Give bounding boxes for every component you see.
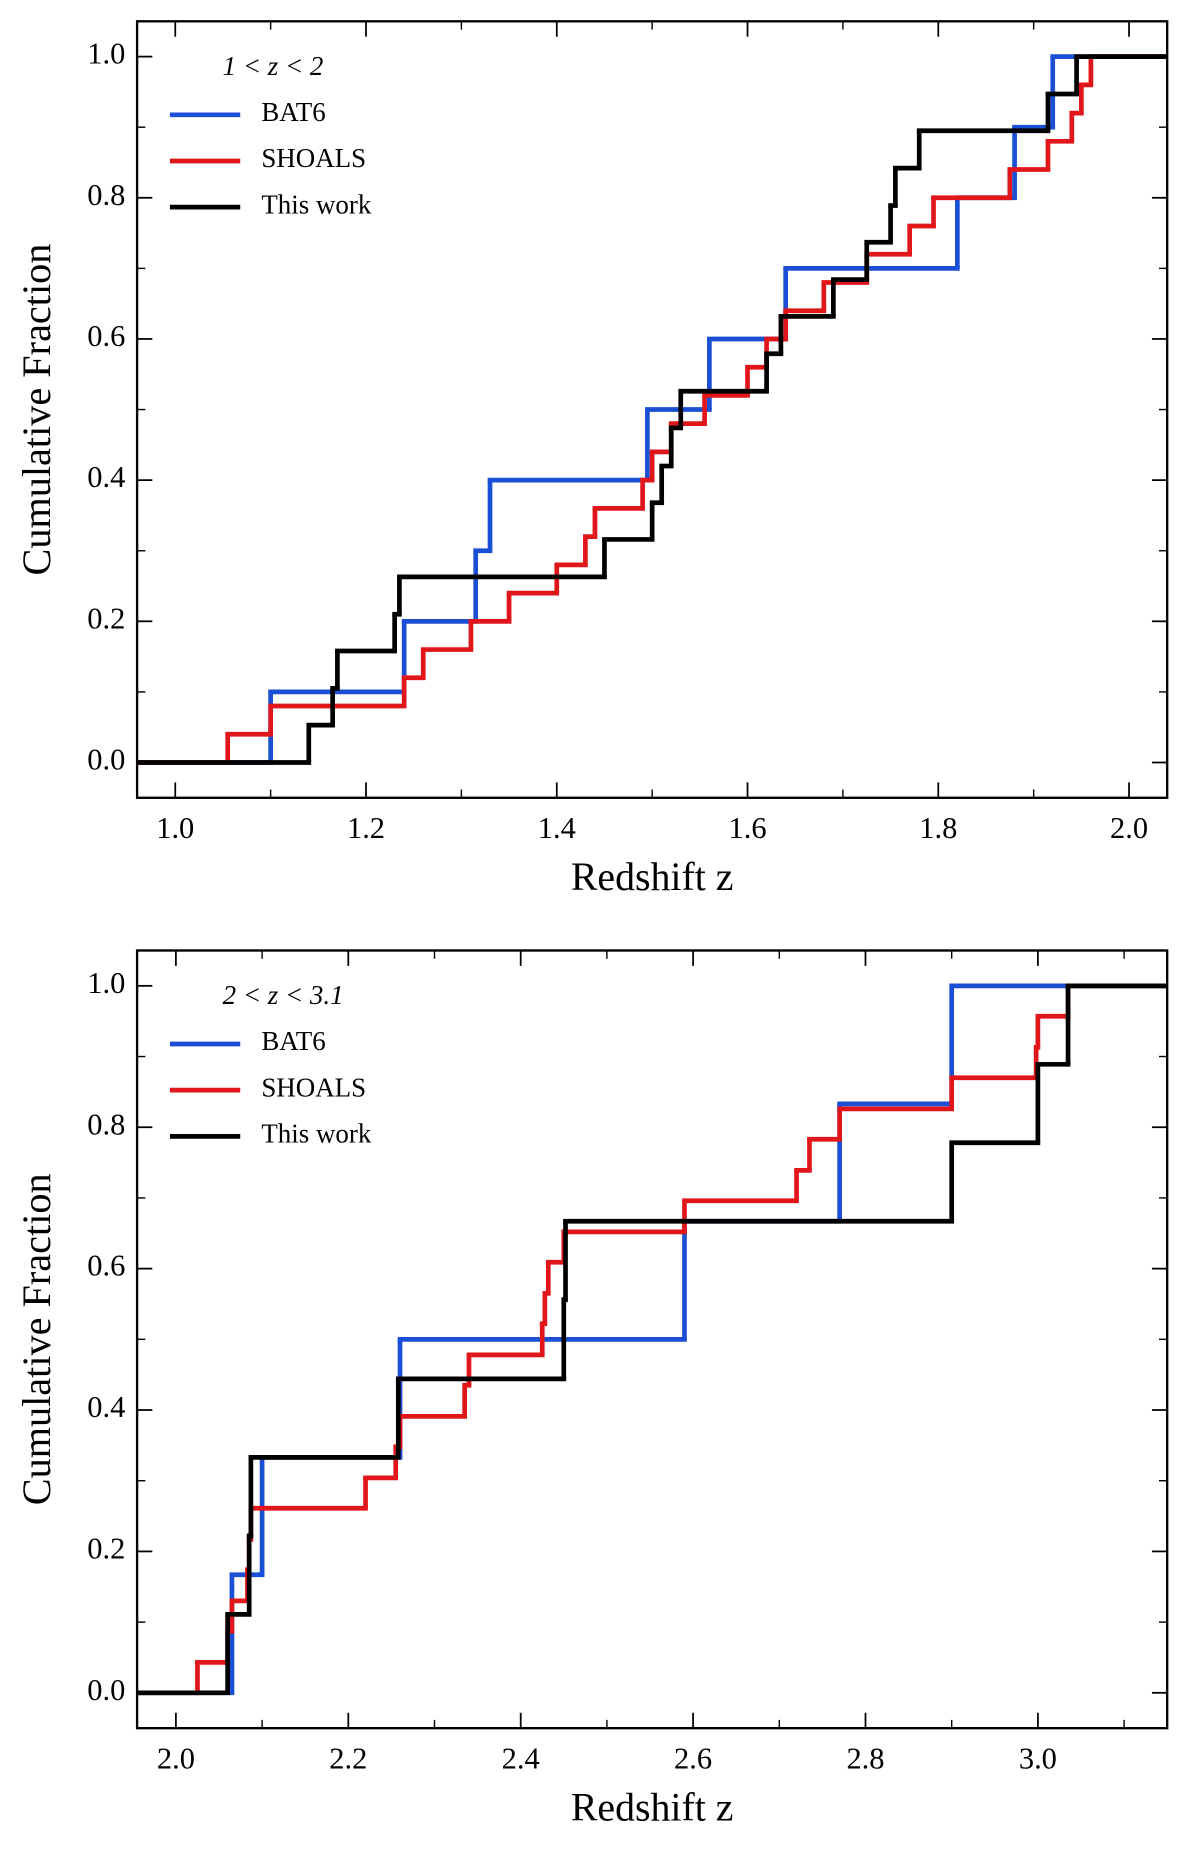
y-tick-label: 0.0 [87, 1673, 125, 1707]
y-tick-label: 0.0 [87, 742, 125, 776]
y-axis-label: Cumulative Fraction [14, 244, 59, 576]
plot-area [137, 54, 1168, 765]
x-tick-label: 2.8 [846, 1741, 884, 1775]
y-tick-label: 0.4 [87, 1390, 125, 1424]
y-tick-label: 0.6 [87, 319, 125, 353]
legend-label: BAT6 [261, 97, 325, 127]
y-tick-label: 0.2 [87, 601, 125, 635]
legend-label: BAT6 [261, 1026, 325, 1056]
x-tick-label: 3.0 [1019, 1741, 1057, 1775]
y-tick-label: 0.6 [87, 1249, 125, 1283]
legend-title: 2 < z < 3.1 [223, 980, 344, 1010]
x-tick-label: 1.2 [347, 811, 385, 845]
x-tick-label: 2.6 [674, 1741, 712, 1775]
x-tick-label: 1.8 [919, 811, 957, 845]
x-tick-label: 1.6 [728, 811, 766, 845]
y-tick-label: 0.2 [87, 1531, 125, 1565]
x-tick-label: 2.0 [157, 1741, 195, 1775]
x-axis-label: Redshift z [571, 1784, 734, 1829]
legend-label: SHOALS [261, 1072, 366, 1102]
legend-title: 1 < z < 2 [223, 51, 324, 81]
x-tick-label: 1.4 [538, 811, 576, 845]
y-tick-label: 1.0 [87, 37, 125, 71]
legend-label: This work [261, 189, 371, 219]
x-tick-label: 2.2 [329, 1741, 367, 1775]
x-axis-label: Redshift z [571, 854, 734, 899]
y-tick-label: 1.0 [87, 966, 125, 1000]
y-axis-label: Cumulative Fraction [14, 1173, 59, 1505]
legend-label: SHOALS [261, 143, 366, 173]
y-tick-label: 0.4 [87, 460, 125, 494]
x-tick-label: 2.0 [1110, 811, 1148, 845]
legend-label: This work [261, 1118, 371, 1148]
plot-area [137, 983, 1168, 1696]
y-tick-label: 0.8 [87, 178, 125, 212]
x-tick-label: 2.4 [502, 1741, 540, 1775]
y-tick-label: 0.8 [87, 1107, 125, 1141]
x-tick-label: 1.0 [156, 811, 194, 845]
